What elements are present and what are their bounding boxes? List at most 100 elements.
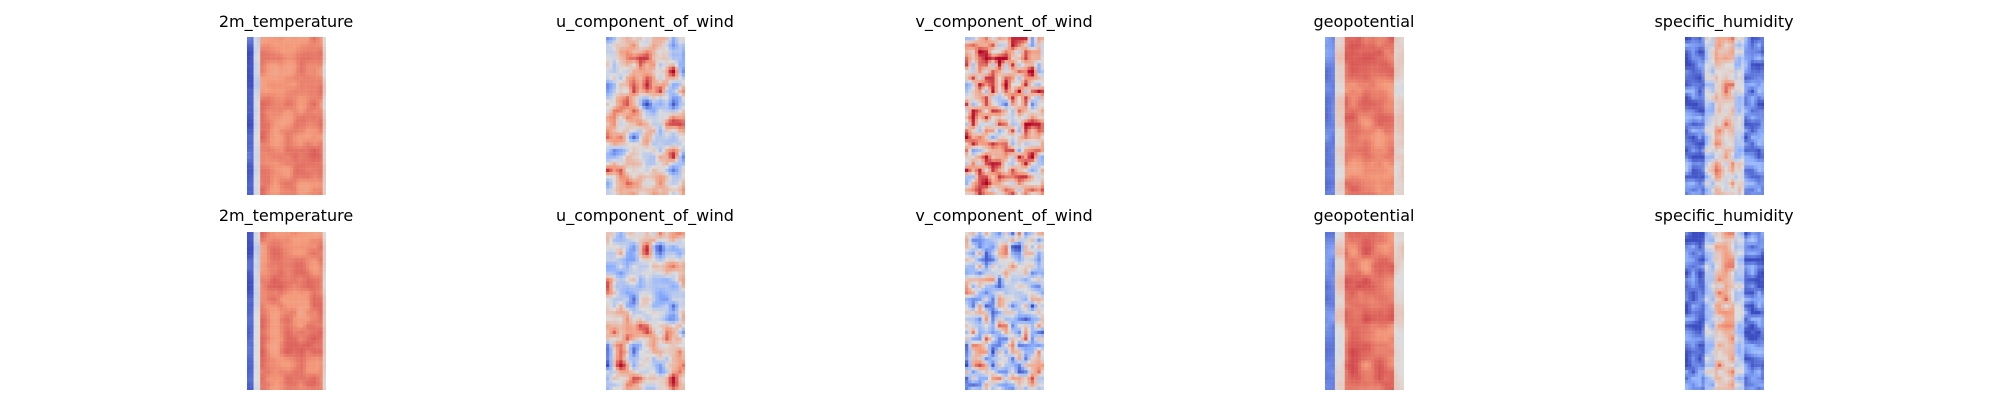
heatmap-cell bbox=[1030, 158, 1034, 163]
heatmap-cell bbox=[299, 125, 303, 130]
heatmap-cell bbox=[1023, 191, 1028, 195]
heatmap-cell bbox=[286, 139, 290, 143]
heatmap-cell bbox=[1364, 129, 1368, 133]
heatmap-cell bbox=[315, 50, 320, 54]
heatmap-cell bbox=[631, 50, 636, 54]
heatmap-cell bbox=[1393, 185, 1398, 189]
heatmap-cell bbox=[1030, 152, 1034, 156]
heatmap-cell bbox=[1390, 109, 1394, 113]
heatmap-cell bbox=[1004, 152, 1008, 156]
heatmap-cell bbox=[302, 188, 306, 192]
heatmap-cell bbox=[668, 148, 672, 153]
heatmap-cell bbox=[1033, 73, 1038, 77]
heatmap-cell bbox=[677, 142, 682, 146]
heatmap-cell bbox=[668, 50, 672, 54]
heatmap-cell bbox=[1360, 188, 1365, 192]
heatmap-cell bbox=[1030, 178, 1034, 182]
heatmap-cell bbox=[305, 148, 310, 153]
heatmap-cell bbox=[625, 112, 629, 117]
heatmap-cell bbox=[272, 112, 277, 117]
heatmap-cell bbox=[651, 46, 656, 51]
heatmap-cell bbox=[964, 178, 968, 182]
heatmap-cell bbox=[1350, 102, 1355, 107]
heatmap-cell bbox=[994, 83, 998, 87]
heatmap-cell bbox=[1344, 142, 1348, 146]
heatmap-cell bbox=[615, 178, 619, 182]
heatmap-cell bbox=[1347, 37, 1351, 41]
heatmap-cell bbox=[305, 96, 310, 100]
heatmap-cell bbox=[1030, 40, 1034, 44]
heatmap-cell bbox=[1383, 158, 1388, 163]
heatmap-cell bbox=[677, 158, 682, 163]
heatmap-cell bbox=[1334, 125, 1338, 130]
heatmap-cell bbox=[1020, 185, 1024, 189]
heatmap-cell bbox=[1380, 46, 1384, 51]
heatmap-cell bbox=[645, 56, 649, 61]
heatmap-cell bbox=[292, 191, 297, 195]
heatmap-cell bbox=[977, 142, 982, 146]
heatmap-cell bbox=[1344, 79, 1348, 84]
heatmap-cell bbox=[1747, 69, 1751, 74]
heatmap-cell bbox=[1400, 145, 1404, 150]
heatmap-cell bbox=[664, 76, 669, 80]
heatmap-cell bbox=[1357, 122, 1361, 127]
heatmap-cell bbox=[322, 56, 326, 61]
heatmap-cell bbox=[1727, 73, 1731, 77]
heatmap-cell bbox=[980, 89, 985, 94]
heatmap-cell bbox=[315, 92, 320, 97]
heatmap-cell bbox=[654, 66, 659, 71]
heatmap-cell bbox=[635, 43, 639, 48]
heatmap-cell bbox=[1327, 142, 1332, 146]
heatmap-cell bbox=[322, 89, 326, 94]
heatmap-cell bbox=[648, 56, 652, 61]
heatmap-cell bbox=[1393, 83, 1398, 87]
heatmap-cell bbox=[253, 139, 257, 143]
heatmap-cell bbox=[1337, 50, 1342, 54]
heatmap-cell bbox=[641, 145, 646, 150]
heatmap-cell bbox=[964, 181, 968, 186]
heatmap-cell bbox=[259, 132, 264, 136]
heatmap-cell bbox=[1013, 122, 1018, 127]
heatmap-cell bbox=[625, 40, 629, 44]
heatmap-cell bbox=[612, 86, 616, 90]
heatmap-cell bbox=[259, 191, 264, 195]
heatmap-cell bbox=[1760, 50, 1764, 54]
heatmap-cell bbox=[1007, 129, 1011, 133]
heatmap-cell bbox=[1017, 40, 1021, 44]
heatmap-cell bbox=[266, 109, 270, 113]
heatmap-cell bbox=[1036, 106, 1041, 110]
heatmap-cell bbox=[1004, 109, 1008, 113]
heatmap-cell bbox=[282, 155, 287, 159]
heatmap-cell bbox=[1350, 56, 1355, 61]
heatmap-cell bbox=[605, 119, 609, 123]
heatmap-cell bbox=[1367, 129, 1371, 133]
heatmap-cell bbox=[1387, 135, 1391, 140]
heatmap-cell bbox=[974, 175, 978, 179]
heatmap-cell bbox=[615, 76, 619, 80]
heatmap-cell bbox=[971, 191, 975, 195]
heatmap-cell bbox=[256, 148, 260, 153]
heatmap-cell bbox=[1387, 56, 1391, 61]
heatmap-cell bbox=[1684, 43, 1688, 48]
heatmap-cell bbox=[645, 109, 649, 113]
heatmap-cell bbox=[269, 92, 273, 97]
heatmap-cell bbox=[1033, 89, 1038, 94]
heatmap-cell bbox=[977, 185, 982, 189]
heatmap-cell bbox=[266, 96, 270, 100]
heatmap-cell bbox=[1331, 106, 1335, 110]
heatmap-cell bbox=[1396, 132, 1401, 136]
heatmap-cell bbox=[1380, 191, 1384, 195]
heatmap-cell bbox=[651, 122, 656, 127]
heatmap-cell bbox=[1033, 145, 1038, 150]
heatmap-cell bbox=[1354, 125, 1358, 130]
heatmap-cell bbox=[302, 139, 306, 143]
heatmap-cell bbox=[295, 155, 300, 159]
heatmap-cell bbox=[984, 79, 988, 84]
heatmap-cell bbox=[608, 185, 613, 189]
heatmap-cell bbox=[661, 129, 665, 133]
panel-title: u_component_of_wind bbox=[556, 12, 734, 31]
heatmap-cell bbox=[1017, 125, 1021, 130]
heatmap-cell bbox=[295, 116, 300, 120]
heatmap-cell bbox=[658, 89, 662, 94]
heatmap-cell bbox=[681, 155, 685, 159]
